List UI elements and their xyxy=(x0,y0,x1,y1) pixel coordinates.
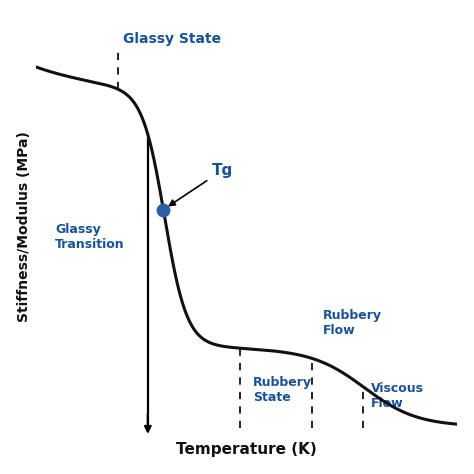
Text: Glassy
Transition: Glassy Transition xyxy=(55,223,125,251)
Y-axis label: Stiffness/Modulus (MPa): Stiffness/Modulus (MPa) xyxy=(17,131,31,322)
Text: Viscous
Flow: Viscous Flow xyxy=(371,382,424,410)
Text: Glassy State: Glassy State xyxy=(123,32,221,46)
X-axis label: Temperature (K): Temperature (K) xyxy=(176,442,317,457)
Text: Tg: Tg xyxy=(169,163,233,206)
Text: Rubbery
State: Rubbery State xyxy=(253,376,312,404)
Text: Rubbery
Flow: Rubbery Flow xyxy=(323,309,382,337)
